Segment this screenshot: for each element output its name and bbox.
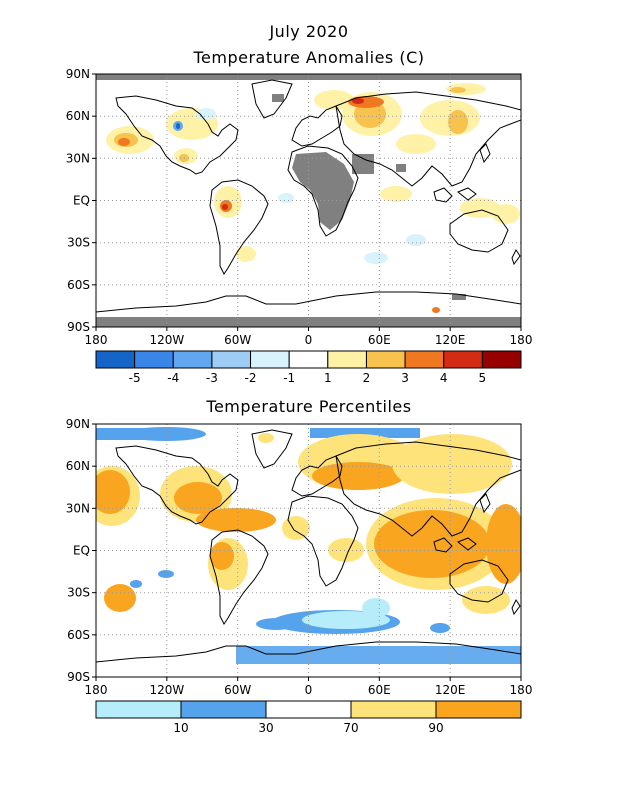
lat-tick-label: 90N bbox=[66, 67, 90, 81]
lon-tick-label: 180 bbox=[85, 333, 108, 347]
lon-tick-label: 60W bbox=[224, 333, 251, 347]
lon-tick-label: 180 bbox=[510, 333, 533, 347]
legend-label: 70 bbox=[343, 721, 358, 735]
lat-tick-label: 90S bbox=[67, 320, 90, 334]
legend-swatch bbox=[95, 350, 136, 369]
legend-label: 4 bbox=[440, 371, 448, 385]
legend-swatch bbox=[265, 700, 352, 719]
lon-tick-label: 120W bbox=[149, 333, 184, 347]
lat-tick-label: 30S bbox=[67, 586, 90, 600]
color-legends: -5 -4 -3 -2 -1 1 2 3 4 5 10 30 70 90 bbox=[95, 350, 522, 735]
lat-tick-label: EQ bbox=[73, 544, 90, 558]
legend-swatch bbox=[172, 350, 213, 369]
legend-label: -5 bbox=[129, 371, 141, 385]
lon-tick-label: 0 bbox=[305, 333, 313, 347]
legend-swatch bbox=[350, 700, 437, 719]
legend-swatch bbox=[365, 350, 406, 369]
legend-swatch bbox=[95, 700, 182, 719]
legend-label: 2 bbox=[363, 371, 371, 385]
lat-tick-label: 60S bbox=[67, 628, 90, 642]
lat-tick-label: EQ bbox=[73, 194, 90, 208]
lon-tick-label: 120E bbox=[435, 333, 466, 347]
legend-swatch bbox=[443, 350, 483, 369]
page-title: July 2020 bbox=[269, 22, 349, 41]
lon-tick-label: 60E bbox=[368, 333, 391, 347]
lon-tick-label: 60E bbox=[368, 683, 391, 697]
legend-label: -4 bbox=[167, 371, 179, 385]
legend-label: -1 bbox=[283, 371, 295, 385]
legend-label: 1 bbox=[324, 371, 332, 385]
anomaly-map-title: Temperature Anomalies (C) bbox=[193, 48, 425, 67]
lat-tick-label: 90N bbox=[66, 417, 90, 431]
lat-tick-label: 60N bbox=[66, 109, 90, 123]
legend-label: 5 bbox=[479, 371, 487, 385]
legend-label: 30 bbox=[258, 721, 273, 735]
lat-tick-label: 30N bbox=[66, 501, 90, 515]
legend-swatch bbox=[435, 700, 522, 719]
lon-tick-label: 180 bbox=[85, 683, 108, 697]
legend-label: 3 bbox=[401, 371, 409, 385]
legend-label: -2 bbox=[245, 371, 257, 385]
anomaly-map bbox=[95, 73, 522, 328]
lat-tick-label: 90S bbox=[67, 670, 90, 684]
lon-tick-label: 180 bbox=[510, 683, 533, 697]
lat-tick-label: 60N bbox=[66, 459, 90, 473]
lon-tick-label: 120E bbox=[435, 683, 466, 697]
legend-label: 90 bbox=[428, 721, 443, 735]
lon-tick-label: 0 bbox=[305, 683, 313, 697]
lat-tick-label: 60S bbox=[67, 278, 90, 292]
lon-tick-label: 60W bbox=[224, 683, 251, 697]
lat-tick-label: 30N bbox=[66, 151, 90, 165]
percentile-fields bbox=[96, 427, 521, 664]
percentile-map-title: Temperature Percentiles bbox=[206, 397, 412, 416]
legend-swatch bbox=[134, 350, 174, 369]
legend-swatch bbox=[250, 350, 290, 369]
legend-label: 10 bbox=[173, 721, 188, 735]
lat-tick-label: 30S bbox=[67, 236, 90, 250]
legend-label: -3 bbox=[206, 371, 218, 385]
legend-swatch bbox=[481, 350, 522, 369]
legend-swatch bbox=[288, 350, 329, 369]
lon-tick-label: 120W bbox=[149, 683, 184, 697]
legend-swatch bbox=[180, 700, 267, 719]
legend-swatch bbox=[404, 350, 445, 369]
legend-swatch bbox=[211, 350, 252, 369]
percentile-map bbox=[95, 423, 522, 678]
legend-swatch bbox=[327, 350, 367, 369]
